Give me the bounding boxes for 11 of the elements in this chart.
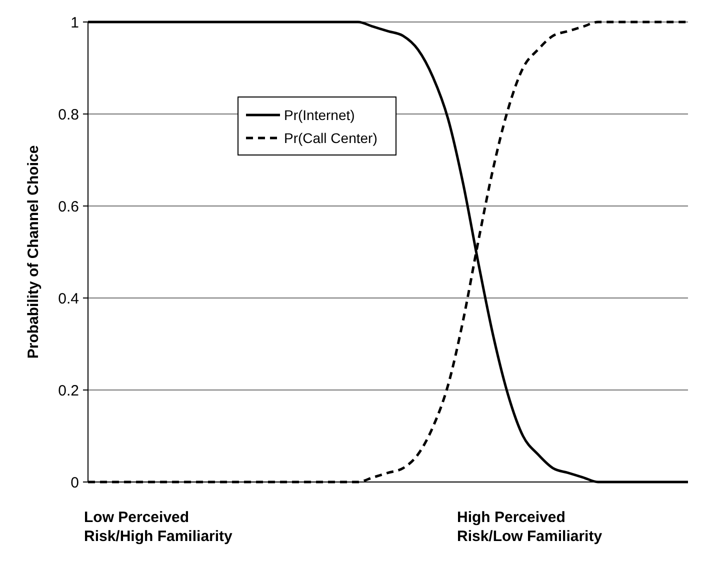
y-tick-label: 0.6 bbox=[58, 198, 79, 216]
y-tick-label: 1 bbox=[70, 14, 79, 32]
y-tick-label: 0 bbox=[70, 474, 79, 492]
y-tick-label: 0.8 bbox=[58, 106, 79, 124]
legend-label: Pr(Internet) bbox=[284, 106, 355, 123]
text: Low Perceived Risk/High Familiarity bbox=[84, 509, 234, 545]
legend-label: Pr(Call Center) bbox=[284, 130, 378, 146]
y-tick-label: 0.2 bbox=[58, 382, 79, 400]
y-tick-label: 0.4 bbox=[58, 290, 79, 308]
text: High Perceived Risk/Low Familiarity bbox=[457, 509, 603, 545]
y-axis-title: Probability of Channel Choice bbox=[25, 145, 42, 359]
